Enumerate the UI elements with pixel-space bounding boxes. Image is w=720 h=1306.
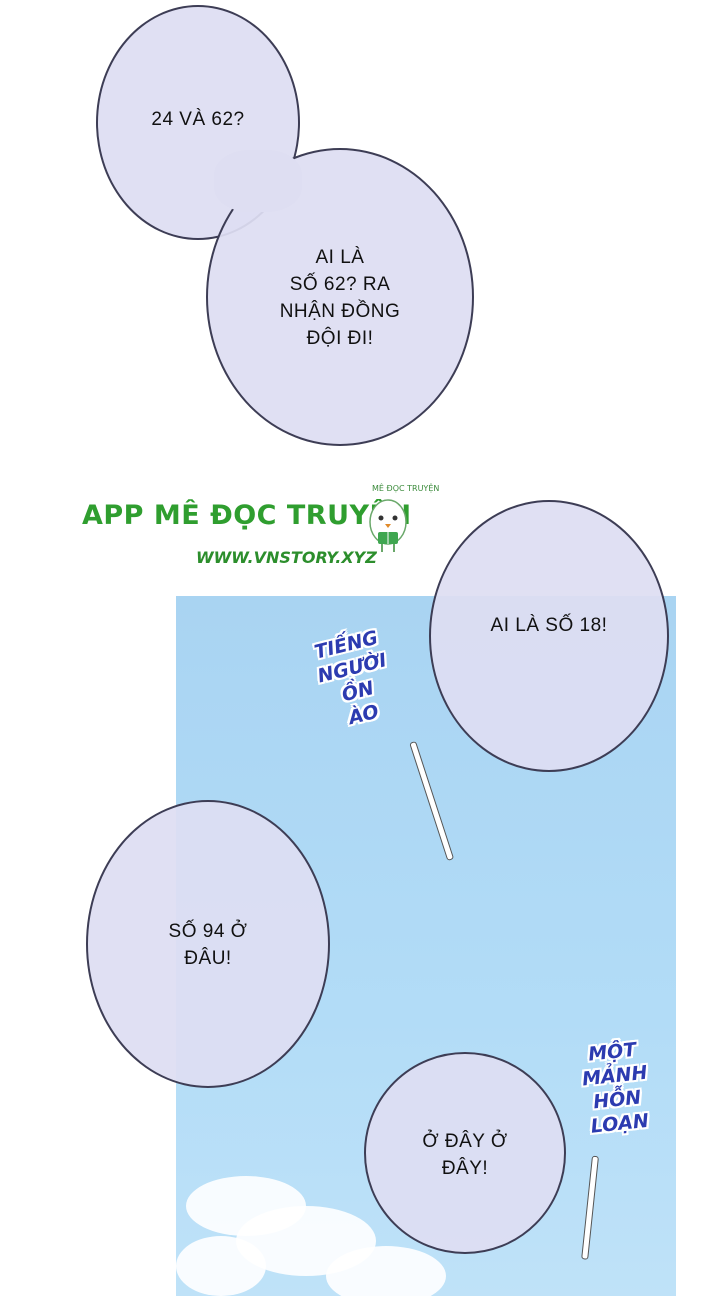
bubble-text-4-line1: SỐ 94 Ở [168, 921, 248, 942]
watermark-url: WWW.VNSTORY.XYZ [196, 548, 377, 567]
bubble-text-2-line2: SỐ 62? RA [289, 274, 391, 295]
cloud-shape [176, 1236, 266, 1296]
speech-bubble-94 [86, 800, 330, 1088]
speech-bubble-18 [429, 500, 669, 772]
sfx-chaos: MỘT MẢNH HỖN LOẠN [561, 1035, 670, 1141]
bubble-text-2-line4: ĐỘI ĐI! [306, 328, 374, 349]
bubble-text-1: 24 VÀ 62? [151, 109, 245, 130]
cloud-shape [326, 1246, 446, 1306]
bubble-text-4-line2: ĐÂU! [184, 948, 232, 969]
bubble-text-5-line1: Ở ĐÂY Ở [422, 1131, 508, 1152]
bubble-text-2-line1: AI LÀ [315, 247, 365, 268]
bubble-text-4: SỐ 94 Ở ĐÂU! [108, 918, 308, 972]
watermark-small-text: MÊ ĐỌC TRUYỆN [372, 484, 440, 493]
bubble-merge-fill [214, 150, 302, 212]
bubble-text-5: Ở ĐÂY Ở ĐÂY! [375, 1128, 555, 1182]
bubble-text-2-line3: NHẬN ĐỒNG [279, 301, 401, 322]
watermark-title: APP MÊ ĐỌC TRUYỆN [82, 500, 412, 531]
speech-bubble-here [364, 1052, 566, 1254]
bubble-text-3: AI LÀ SỐ 18! [490, 615, 608, 636]
mascot-icon [369, 499, 407, 552]
bubble-text-5-line2: ĐÂY! [441, 1158, 489, 1179]
bubble-text-2: AI LÀ SỐ 62? RA NHẬN ĐỒNG ĐỘI ĐI! [240, 244, 440, 352]
